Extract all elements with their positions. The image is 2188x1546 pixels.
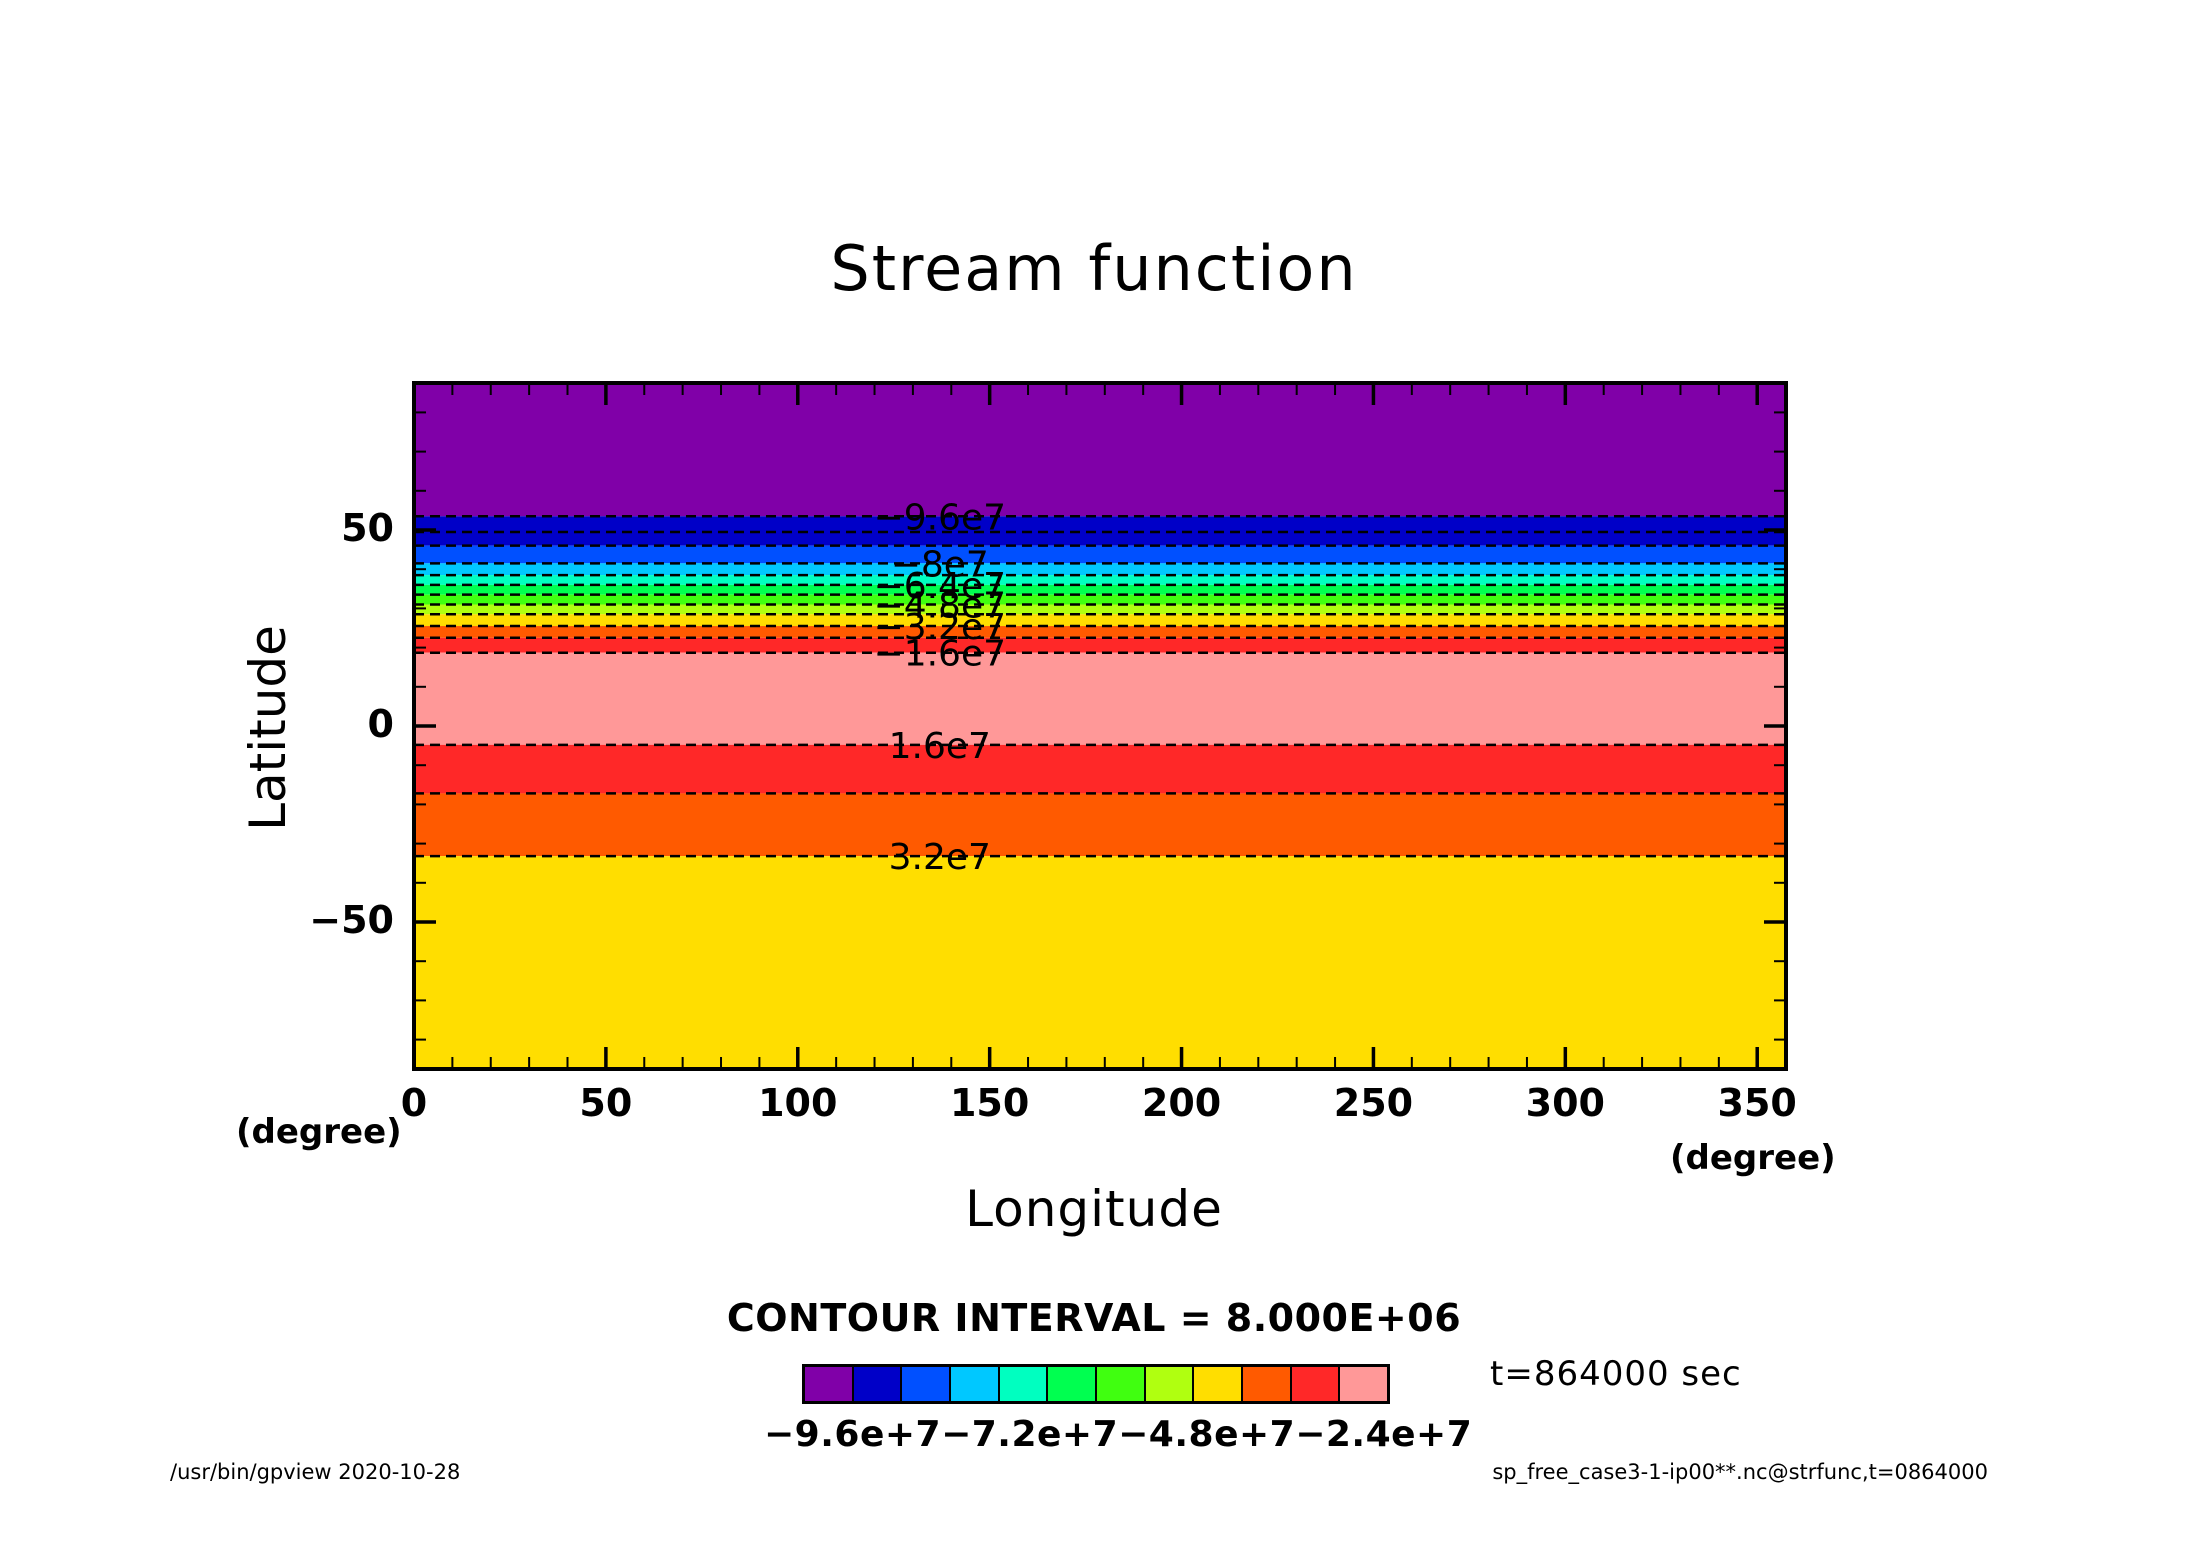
contour-labels: −9.6e7 −8e7−6.4e7−4.8e7−3.2e7−1.6e7 1.6e7 3…	[874, 497, 1006, 878]
contour-label: −6.4e7	[874, 566, 1006, 607]
color-band	[414, 626, 1786, 638]
colorbar	[802, 1364, 1390, 1404]
color-band	[414, 637, 1786, 653]
x-tick-label: 350	[1717, 1081, 1797, 1125]
chart-title: Stream function	[830, 232, 1358, 305]
contour-label: −4.8e7	[874, 585, 1006, 626]
color-band	[414, 793, 1786, 857]
color-band	[414, 545, 1786, 564]
time-label: t=864000 sec	[1490, 1354, 1742, 1394]
footer-right: sp_free_case3-1-ip00**.nc@strfunc,t=0864…	[1492, 1460, 1988, 1484]
colorbar-cell	[805, 1367, 854, 1401]
contour-interval-label: CONTOUR INTERVAL = 8.000E+06	[726, 1296, 1462, 1340]
x-tick-label: 200	[1141, 1081, 1222, 1125]
colorbar-cell	[1145, 1367, 1195, 1401]
colorbar-cell	[853, 1367, 903, 1401]
color-band	[414, 614, 1786, 627]
x-tick-label: 250	[1333, 1081, 1414, 1125]
y-tick-label: −50	[309, 898, 394, 942]
contour-label: −9.6e7	[874, 497, 1006, 538]
color-band	[414, 516, 1786, 546]
color-band	[414, 383, 1786, 517]
x-tick-label: 50	[579, 1081, 633, 1125]
contour-label: 3.2e7	[889, 837, 991, 878]
x-tick-label: 100	[758, 1081, 838, 1125]
color-band	[414, 652, 1786, 745]
x-tick-label: 150	[949, 1081, 1030, 1125]
color-band	[414, 744, 1786, 794]
colorbar-cell	[1340, 1367, 1388, 1401]
colorbar-cell	[1048, 1367, 1098, 1401]
color-band	[414, 563, 1786, 576]
color-bands	[414, 383, 1786, 1069]
colorbar-cell	[1194, 1367, 1244, 1401]
color-band	[414, 594, 1786, 605]
y-tick-label: 50	[341, 506, 394, 550]
contour-label: 1.6e7	[889, 726, 991, 767]
x-tick-label: 0	[400, 1081, 428, 1125]
colorbar-labels: −9.6e+7−7.2e+7−4.8e+7−2.4e+7	[764, 1414, 1473, 1455]
y-tick-label: 0	[367, 702, 394, 746]
colorbar-cell	[1097, 1367, 1146, 1401]
x-axis-label: Longitude	[965, 1180, 1223, 1238]
color-band	[414, 856, 1786, 1069]
x-axis-unit: (degree)	[1670, 1138, 1836, 1178]
color-band	[414, 584, 1786, 595]
footer-left: /usr/bin/gpview 2020-10-28	[170, 1460, 461, 1484]
x-tick-label: 300	[1525, 1081, 1605, 1125]
contour-label: −3.2e7	[874, 607, 1006, 648]
colorbar-cell	[1291, 1367, 1341, 1401]
contour-label: −8e7	[891, 544, 989, 585]
colorbar-cell	[1243, 1367, 1292, 1401]
colorbar-cell	[951, 1367, 1000, 1401]
colorbar-cell	[999, 1367, 1049, 1401]
axis-ticks	[412, 383, 1786, 1069]
colorbar-cell	[902, 1367, 952, 1401]
y-axis-unit: (degree)	[236, 1112, 402, 1152]
contour-lines	[414, 515, 1786, 858]
color-band	[414, 575, 1786, 585]
color-band	[414, 604, 1786, 615]
contour-label: −1.6e7	[874, 634, 1006, 675]
